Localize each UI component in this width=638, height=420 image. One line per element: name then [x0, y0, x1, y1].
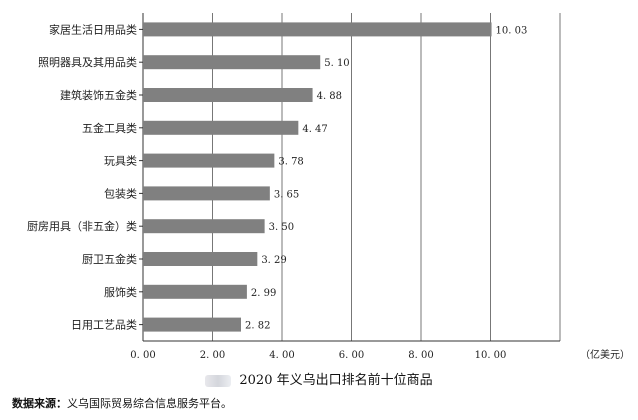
value-label: 10. 03 [496, 25, 528, 36]
x-tick-label: 10. 00 [475, 350, 507, 361]
value-label: 3. 50 [269, 222, 294, 233]
category-label: 厨卫五金类 [82, 252, 137, 266]
bar [143, 284, 247, 299]
chart-title: 2020 年义乌出口排名前十位商品 [239, 373, 433, 388]
x-tick-label: 6. 00 [339, 350, 364, 361]
blurred-watermark [205, 374, 232, 387]
category-label: 厨房用具（非五金）类 [27, 219, 137, 233]
category-label: 五金工具类 [82, 121, 137, 135]
value-label: 2. 82 [245, 321, 270, 332]
bar [143, 88, 313, 102]
bar [143, 55, 321, 70]
category-label: 玩具类 [104, 154, 137, 168]
category-label: 服饰类 [104, 285, 137, 299]
x-tick-label: 8. 00 [408, 350, 433, 361]
value-label: 3. 29 [261, 255, 286, 266]
x-tick-label: 4. 00 [269, 350, 294, 361]
category-label: 包装类 [104, 186, 137, 200]
category-label: 照明器具及其用品类 [38, 55, 137, 69]
value-label: 4. 88 [317, 91, 342, 102]
bar [143, 186, 270, 201]
value-label: 3. 65 [274, 189, 299, 200]
category-label: 家居生活日用品类 [49, 22, 137, 36]
bar [143, 120, 299, 135]
value-label: 3. 78 [278, 157, 303, 168]
bar [143, 317, 241, 332]
category-label: 日用工艺品类 [71, 318, 137, 332]
value-label: 5. 10 [324, 58, 349, 69]
source-label: 数据来源： [12, 397, 67, 410]
bar [143, 22, 492, 37]
value-label: 2. 99 [251, 288, 276, 299]
source-text: 义乌国际贸易综合信息服务平台。 [67, 397, 232, 410]
x-tick-label: 0. 00 [130, 350, 155, 361]
chart-title-row: 2020 年义乌出口排名前十位商品 [0, 369, 638, 388]
x-tick-label: 2. 00 [200, 350, 225, 361]
value-label: 4. 47 [302, 124, 327, 135]
bar [143, 219, 265, 234]
bar [143, 252, 258, 266]
category-label: 建筑装饰五金类 [60, 88, 137, 102]
unit-label: （亿美元） [580, 348, 630, 361]
bar [143, 153, 275, 168]
source-note: 数据来源：义乌国际贸易综合信息服务平台。 [12, 395, 632, 411]
